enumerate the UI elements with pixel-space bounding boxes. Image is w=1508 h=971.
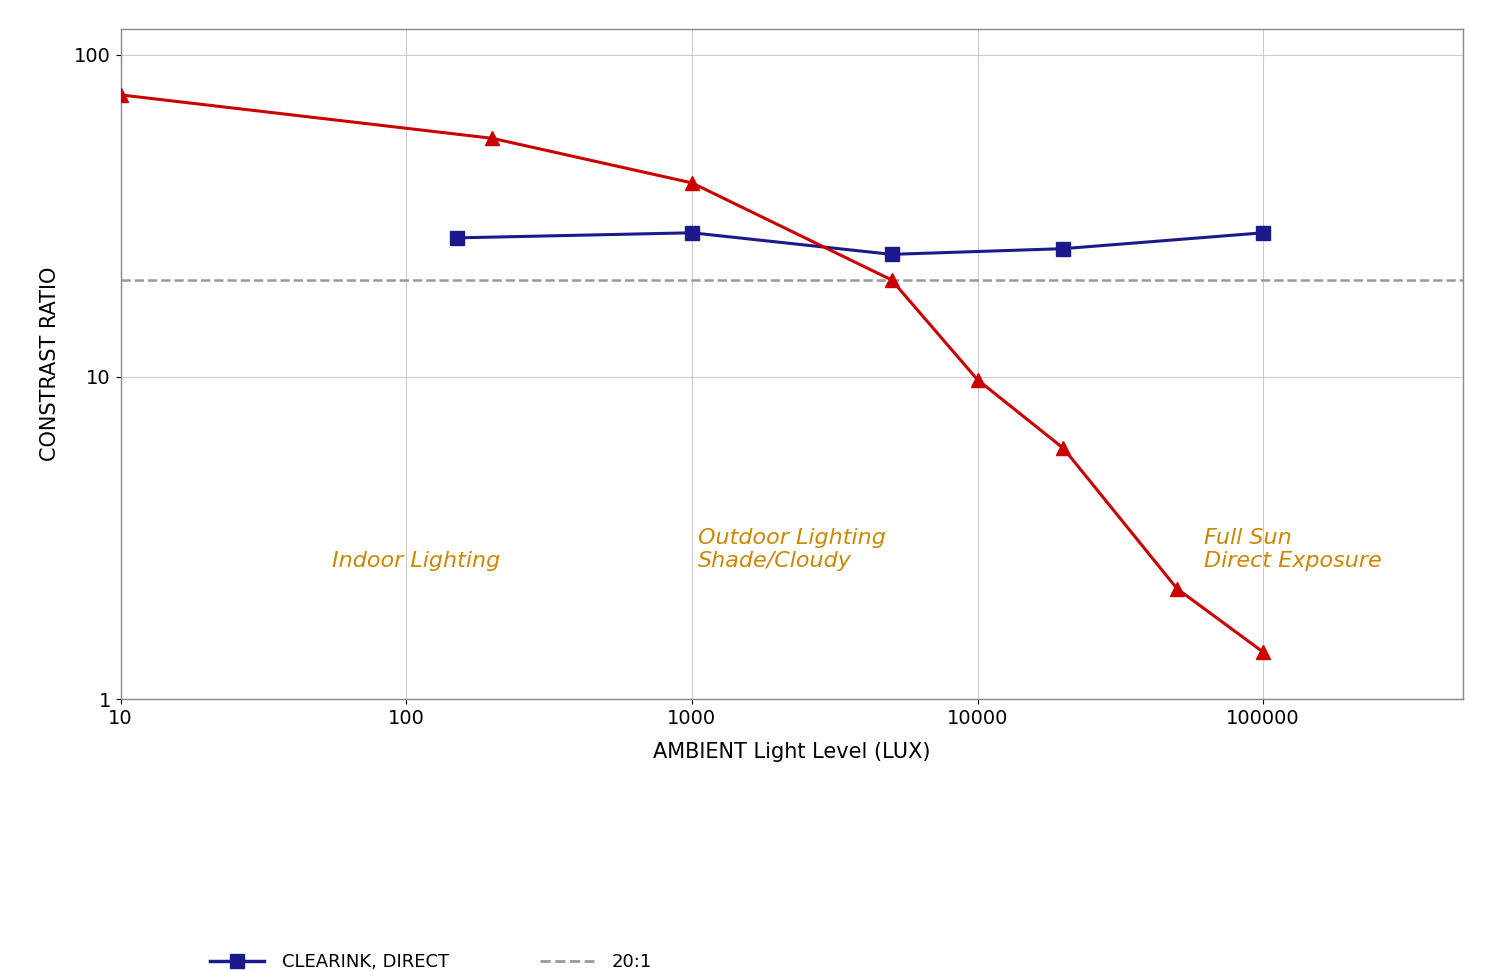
X-axis label: AMBIENT Light Level (LUX): AMBIENT Light Level (LUX) [653, 742, 930, 761]
Text: Full Sun
Direct Exposure: Full Sun Direct Exposure [1203, 527, 1381, 571]
Y-axis label: CONSTRAST RATIO: CONSTRAST RATIO [41, 267, 60, 461]
Text: Indoor Lighting: Indoor Lighting [332, 551, 501, 571]
Text: Outdoor Lighting
Shade/Cloudy: Outdoor Lighting Shade/Cloudy [698, 527, 885, 571]
